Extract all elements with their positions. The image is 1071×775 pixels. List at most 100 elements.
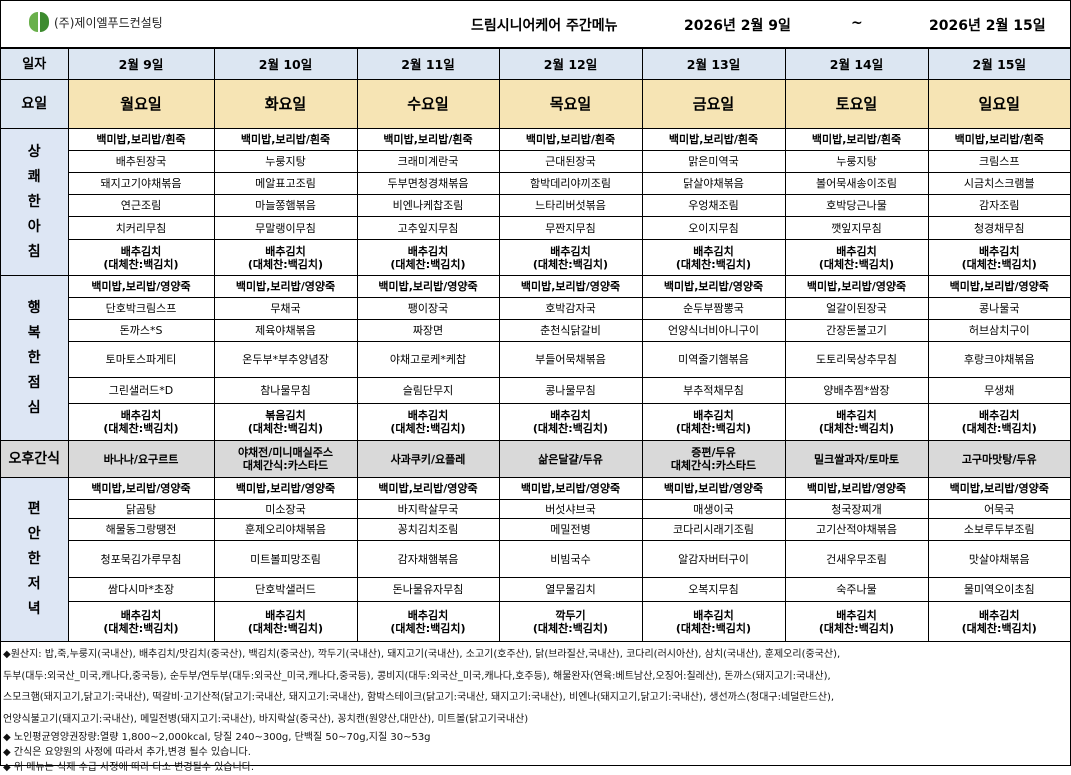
menu-item: 누룽지탕 <box>213 150 358 173</box>
note-line: ◆ 간식은 요양원의 사정에 따라서 추가,변경 될수 있습니다. <box>3 747 251 758</box>
menu-item: 코다리시래기조림 <box>641 518 786 541</box>
date-cell: 2월 11일 <box>356 48 500 80</box>
menu-item: 백미밥,보리밥/영양죽 <box>784 275 929 298</box>
menu-item: 백미밥,보리밥/영양죽 <box>641 275 786 298</box>
lunch-row: 단호박크림스프 무채국 팽이장국 호박감자국 순두부짬뽕국 얼갈이된장국 콩나물국 <box>1 297 1070 320</box>
lunch-row: 행복한점심 백미밥,보리밥/영양죽 백미밥,보리밥/영양죽 백미밥,보리밥/영양죽 백미… <box>1 275 1070 441</box>
weekday-cell: 토요일 <box>784 79 929 129</box>
menu-item: 백미밥,보리밥/영양죽 <box>641 477 786 500</box>
menu-table: 일자 2월 9일 2월 10일 2월 11일 2월 12일 2월 13일 2월 14일 2월 … <box>1 48 1070 642</box>
menu-item: 고추잎지무침 <box>356 216 500 240</box>
menu-item: 비엔나케찹조림 <box>356 194 500 217</box>
menu-item: 훈제오리야채볶음 <box>213 518 358 541</box>
row-label-snack: 오후간식 <box>1 440 69 478</box>
menu-item: 물미역오이초침 <box>927 577 1070 602</box>
menu-item: 고기산적야채볶음 <box>784 518 929 541</box>
menu-item: 그린샐러드*D <box>68 377 215 404</box>
menu-item: 도토리묵상추무침 <box>784 341 929 378</box>
menu-item: 메밀전병 <box>498 518 643 541</box>
logo-icon <box>29 10 49 34</box>
menu-item: 배추김치 (대체찬:백김치) <box>356 601 500 642</box>
menu-item: 감자조림 <box>927 194 1070 217</box>
menu-item: 백미밥,보리밥/흰죽 <box>356 128 500 151</box>
breakfast-row: 배추김치 (대체찬:백김치) 배추김치 (대체찬:백김치) 배추김치 (대체찬:백김… <box>1 239 1070 276</box>
menu-item: 백미밥,보리밥/영양죽 <box>67 275 215 298</box>
menu-item: 열무물김치 <box>498 577 643 602</box>
menu-item: 단호박샐러드 <box>213 577 358 602</box>
menu-header: (주)제이엘푸드컨설팅 드림시니어케어 주간메뉴 2026년 2월 9일 ~ 2… <box>1 1 1070 48</box>
menu-item: 배추김치 (대체찬:백김치) <box>68 601 215 642</box>
menu-item: 백미밥,보리밥/흰죽 <box>927 128 1070 151</box>
menu-item: 맑은미역국 <box>641 150 786 173</box>
menu-item: 어묵국 <box>927 499 1070 519</box>
menu-item: 호박감자국 <box>498 297 643 320</box>
menu-item: 메알표고조림 <box>213 172 358 195</box>
menu-item: 배추된장국 <box>68 150 215 173</box>
menu-item: 오이지무침 <box>641 216 786 240</box>
meal-label-cell-dinner: 편안한저녁 <box>1 477 69 642</box>
menu-item: 백미밥,보리밥/영양죽 <box>927 477 1070 500</box>
menu-item: 백미밥,보리밥/영양죽 <box>927 275 1070 298</box>
menu-item: 간장돈불고기 <box>784 319 929 342</box>
menu-item: 백미밥,보리밥/영양죽 <box>784 477 929 500</box>
menu-item: 토마토스파게티 <box>68 341 215 378</box>
date-cell: 2월 15일 <box>927 48 1070 80</box>
menu-item: 닭곰탕 <box>68 499 215 519</box>
company-name: (주)제이엘푸드컨설팅 <box>54 15 163 30</box>
date-cell: 2월 14일 <box>784 48 929 80</box>
menu-item: 돈까스*S <box>68 319 215 342</box>
menu-item: 양배추찜*쌈장 <box>784 377 929 404</box>
menu-item: 콩나물무침 <box>498 377 643 404</box>
breakfast-row: 연근조림 마늘쫑햄볶음 비엔나케찹조림 느타리버섯볶음 우엉채조림 호박당근나물 감자조림 <box>1 194 1070 217</box>
origin-info: ◆원산지: 밥,죽,누룽지(국내산), 배추김치/맛김치(중국산), 백김치(중… <box>3 644 1070 730</box>
snack-row: 오후간식 바나나/요구르트 야채전/미니매실주스 대체간식:카스타드 사과쿠키/요플레… <box>1 440 1070 478</box>
menu-item: 두부면청경채볶음 <box>356 172 500 195</box>
menu-item: 단호박크림스프 <box>68 297 215 320</box>
menu-item: 볼어묵새송이조림 <box>784 172 929 195</box>
menu-item: 감자채햄볶음 <box>356 540 500 578</box>
menu-item: 배추김치 (대체찬:백김치) <box>356 239 500 276</box>
menu-item: 숙주나물 <box>784 577 929 602</box>
footer-notes: ◆원산지: 밥,죽,누룽지(국내산), 배추김치/맛김치(중국산), 백김치(중… <box>1 642 1070 775</box>
meal-label-breakfast: 상쾌한아침 <box>27 143 41 260</box>
menu-item: 깍두기 (대체찬:백김치) <box>498 601 643 642</box>
menu-item: 건새우무조림 <box>784 540 929 578</box>
lunch-row: 그린샐러드*D 참나물무침 슬림단무지 콩나물무침 부추적채무침 양배추찜*쌈장 무생채 <box>1 377 1070 404</box>
note-line: ◆ 위 메뉴는 식재 수급 사정에 따라 다소 변경될수 있습니다. <box>3 762 255 773</box>
page-title: 드림시니어케어 주간메뉴 <box>471 18 618 34</box>
dinner-row: 쌈다시마*초장 단호박샐러드 돈나물유자무침 열무물김치 오복지무침 숙주나물 물미역오이초… <box>1 577 1070 602</box>
menu-item: 백미밥,보리밥/흰죽 <box>641 128 786 151</box>
origin-line: 두부(대두:외국산_미국,캐나다,중국등), 순두부/연두부(대두:외국산_미국… <box>3 670 831 682</box>
menu-item: 백미밥,보리밥/영양죽 <box>498 275 643 298</box>
menu-item: 백미밥,보리밥/영양죽 <box>356 275 500 298</box>
menu-item: 제육야채볶음 <box>213 319 358 342</box>
menu-item: 순두부짬뽕국 <box>641 297 786 320</box>
snack-cell: 증편/두유 대체간식:카스타드 <box>641 440 786 478</box>
menu-item: 허브삼치구이 <box>927 319 1070 342</box>
weekday-cell: 일요일 <box>927 79 1070 129</box>
origin-line: ◆원산지: 밥,죽,누룽지(국내산), 배추김치/맛김치(중국산), 백김치(중… <box>3 649 841 660</box>
menu-item: 참나물무침 <box>213 377 358 404</box>
day-row: 요일 월요일 화요일 수요일 목요일 금요일 토요일 일요일 <box>1 79 1070 129</box>
menu-item: 해물동그랑땡전 <box>68 518 215 541</box>
menu-item: 버섯샤브국 <box>498 499 643 519</box>
meal-label-cell-lunch: 행복한점심 <box>1 275 69 441</box>
menu-item: 배추김치 (대체찬:백김치) <box>356 403 500 441</box>
menu-item: 백미밥,보리밥/영양죽 <box>213 477 358 500</box>
menu-item: 함박데리야끼조림 <box>498 172 643 195</box>
lunch-row: 토마토스파게티 온두부*부추양념장 야채고로케*케찹 부들어묵채볶음 미역줄기햄볶음 도토… <box>1 341 1070 378</box>
menu-item: 알감자버터구이 <box>641 540 786 578</box>
menu-item: 깻잎지무침 <box>784 216 929 240</box>
weekday-cell: 금요일 <box>641 79 786 129</box>
date-row: 일자 2월 9일 2월 10일 2월 11일 2월 12일 2월 13일 2월 14일 2월 … <box>1 48 1070 80</box>
menu-item: 배추김치 (대체찬:백김치) <box>784 239 929 276</box>
menu-item: 백미밥,보리밥/영양죽 <box>498 477 643 500</box>
snack-cell: 사과쿠키/요플레 <box>356 440 500 478</box>
row-label-date: 일자 <box>1 48 69 80</box>
weekday-cell: 화요일 <box>213 79 358 129</box>
origin-line: 스모크햄(돼지고기,닭고기:국내산), 떡갈비·고기산적(닭고기:국내산, 돼지… <box>3 692 835 703</box>
date-from: 2026년 2월 9일 <box>684 18 791 34</box>
menu-item: 슬림단무지 <box>356 377 500 404</box>
menu-item: 비빔국수 <box>498 540 643 578</box>
menu-item: 돈나물유자무침 <box>356 577 500 602</box>
